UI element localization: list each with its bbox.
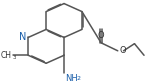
Text: 2: 2 (76, 76, 80, 81)
Text: N: N (19, 32, 27, 42)
Text: CH: CH (1, 51, 12, 60)
Text: O: O (119, 46, 126, 55)
Text: NH: NH (66, 74, 78, 83)
Text: 3: 3 (13, 55, 16, 60)
Text: O: O (98, 31, 104, 40)
